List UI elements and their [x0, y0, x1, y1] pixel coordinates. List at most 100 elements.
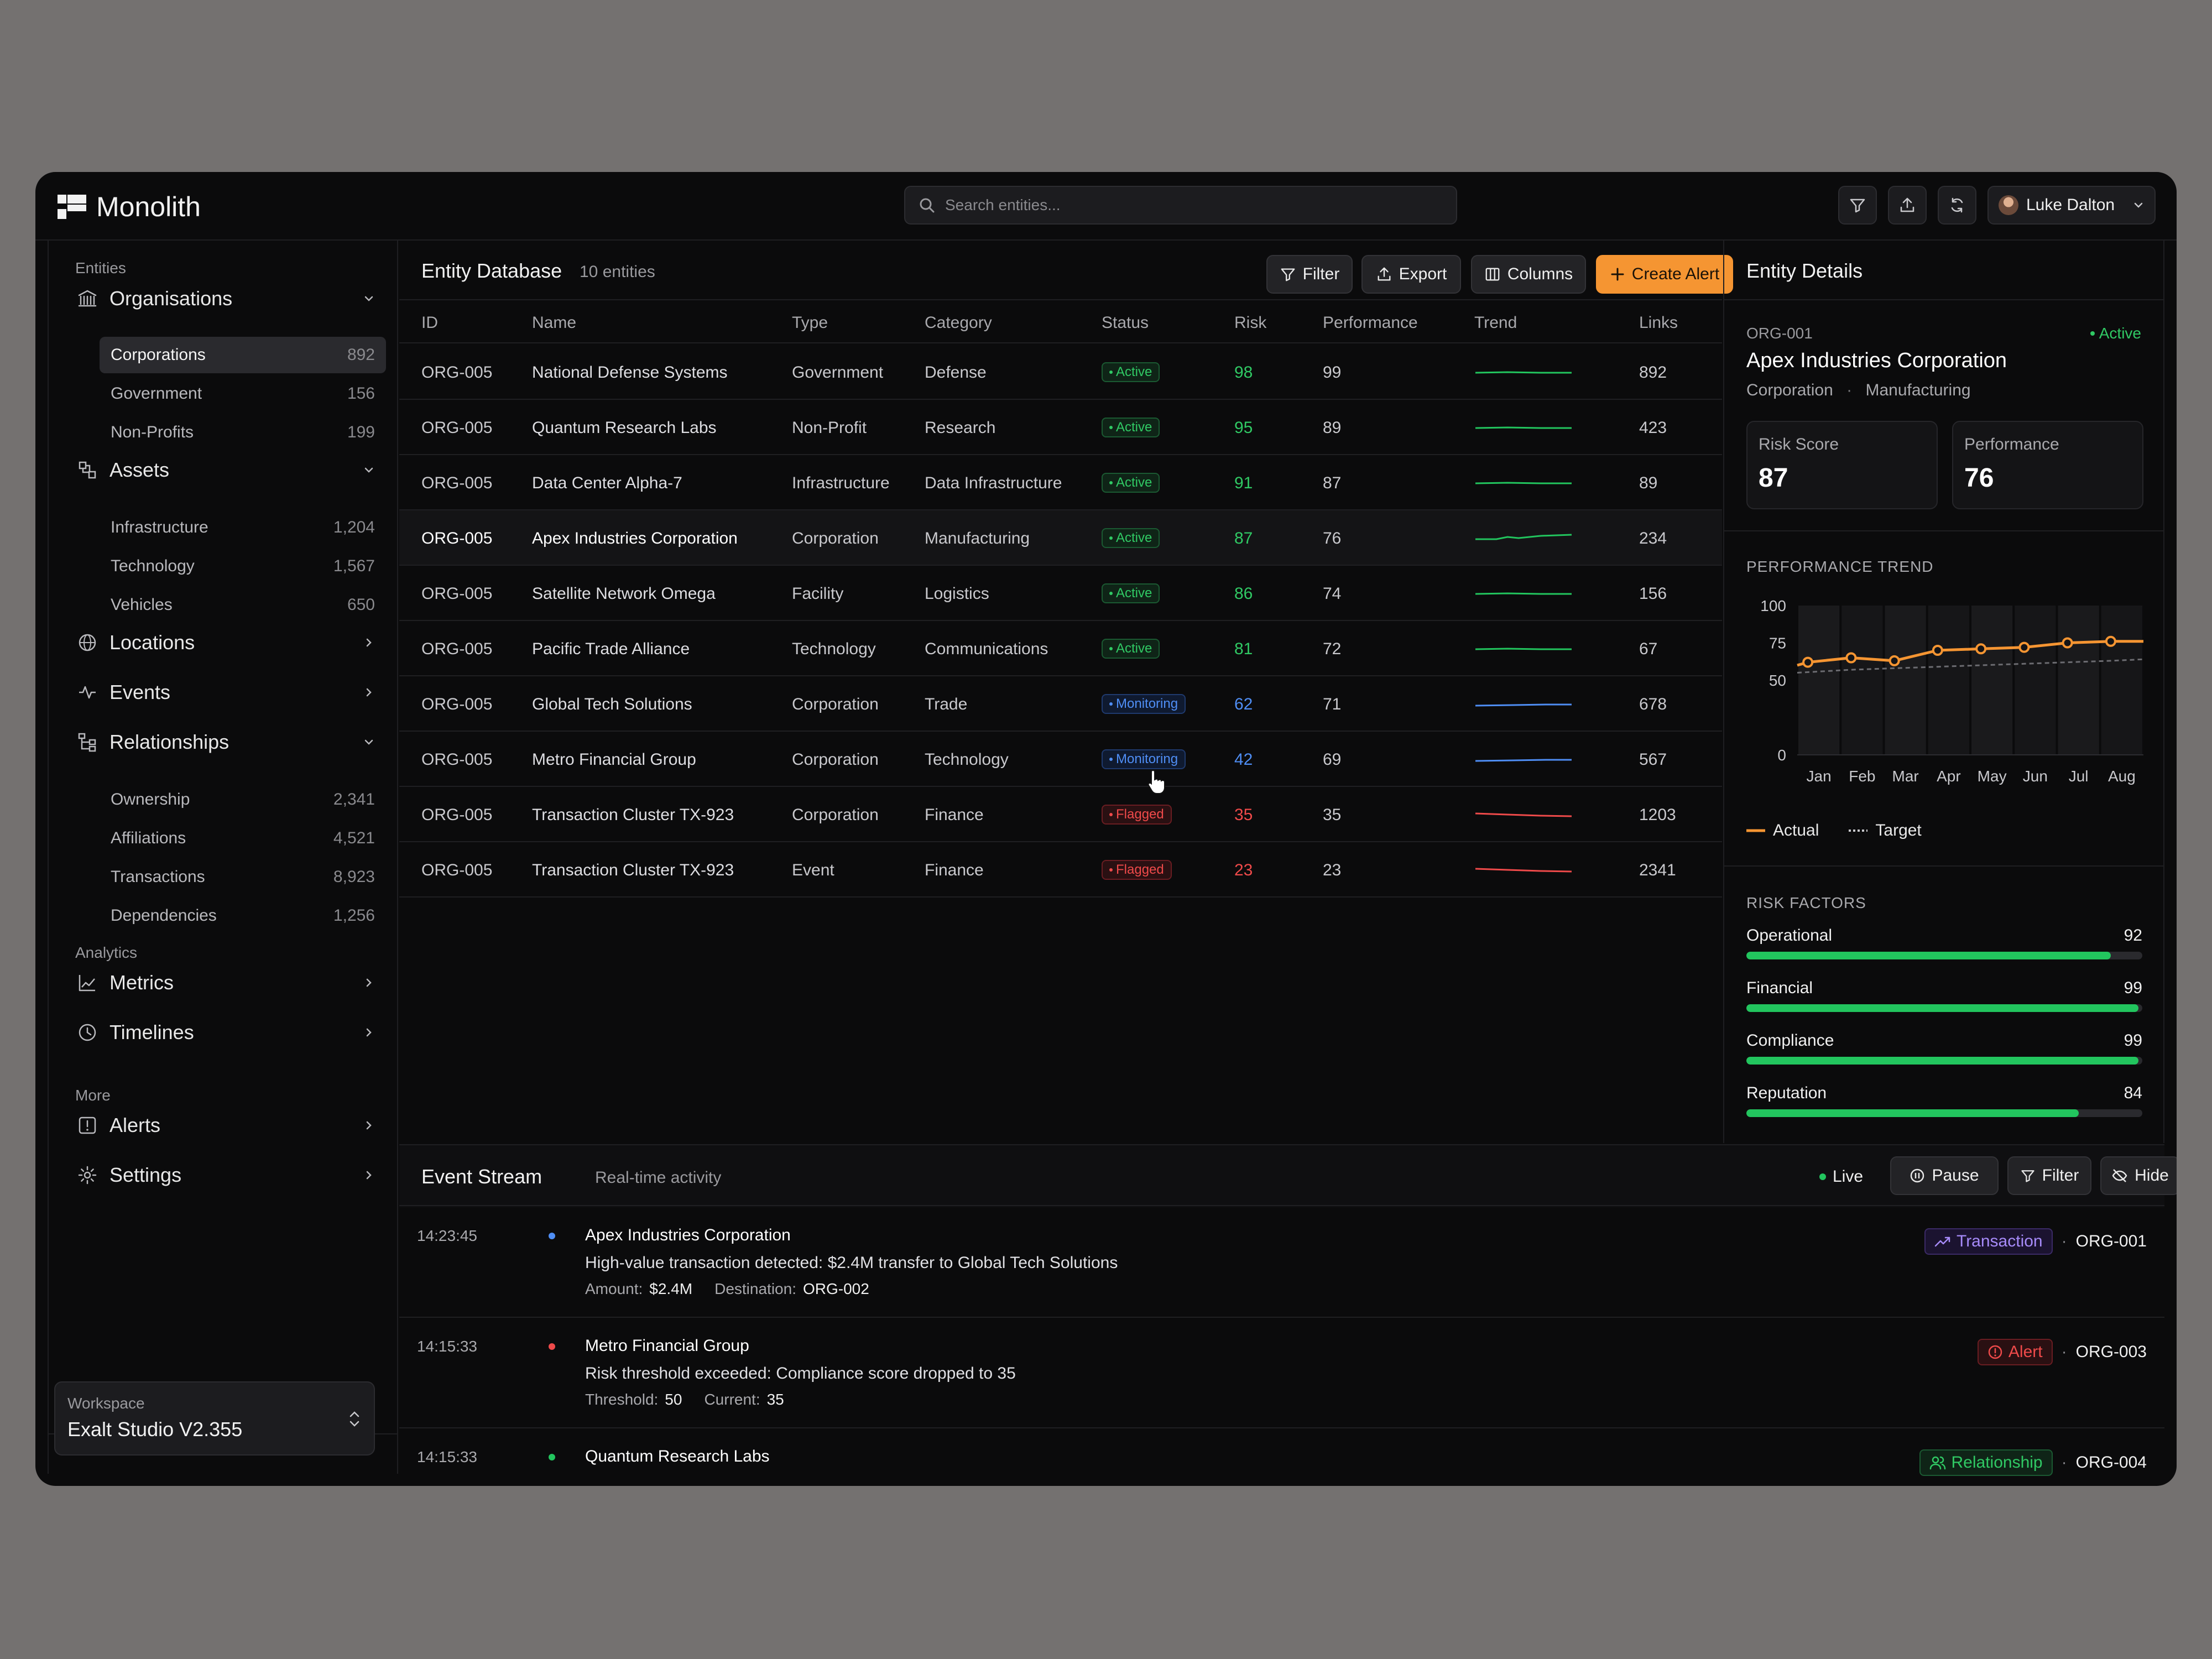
column-header-performance[interactable]: Performance [1323, 314, 1418, 332]
sub-label: Corporations [111, 346, 206, 364]
nav-alerts[interactable]: Alerts [62, 1106, 388, 1145]
user-name: Luke Dalton [2026, 196, 2115, 214]
event-entity[interactable]: Apex Industries Corporation [585, 1226, 791, 1244]
cell-performance: 35 [1323, 806, 1342, 824]
table-row[interactable]: ORG-005 Quantum Research Labs Non-Profit Re… [399, 400, 1722, 455]
event-org-id[interactable]: ORG-004 [2075, 1453, 2147, 1472]
event-details: Threshold: 50 Current: 35 [585, 1391, 800, 1408]
nav-events[interactable]: Events [62, 673, 388, 712]
risk-factor-value: 84 [2124, 1084, 2142, 1102]
actual-data-point [1975, 643, 1987, 655]
export-button[interactable]: Export [1361, 255, 1461, 294]
sidebar-item-dependencies[interactable]: Dependencies 1,256 [100, 898, 386, 934]
column-header-trend[interactable]: Trend [1474, 314, 1517, 332]
column-header-risk[interactable]: Risk [1234, 314, 1267, 332]
table-row[interactable]: ORG-005 Metro Financial Group Corporation T… [399, 732, 1722, 787]
sidebar-item-non-profits[interactable]: Non-Profits 199 [100, 414, 386, 451]
sidebar-item-government[interactable]: Government 156 [100, 375, 386, 412]
status-label: Active [1116, 364, 1152, 379]
event-entity[interactable]: Metro Financial Group [585, 1337, 749, 1355]
legend-target: Target [1875, 821, 1922, 839]
risk-factor-label: Operational [1746, 926, 1833, 945]
column-header-status[interactable]: Status [1102, 314, 1149, 332]
cell-links: 678 [1639, 695, 1667, 713]
table-row[interactable]: ORG-005 Data Center Alpha-7 Infrastructure… [399, 455, 1722, 510]
event-entity[interactable]: Quantum Research Labs [585, 1447, 770, 1465]
sidebar-item-ownership[interactable]: Ownership 2,341 [100, 781, 386, 818]
cell-category: Data Infrastructure [925, 474, 1062, 492]
sidebar-item-corporations[interactable]: Corporations 892 [100, 337, 386, 373]
nav-relationships[interactable]: Relationships [62, 723, 388, 761]
transaction-tag[interactable]: Transaction [1924, 1228, 2053, 1255]
risk-factor-fill [1746, 1057, 2138, 1065]
nav-timelines[interactable]: Timelines [62, 1013, 388, 1052]
cell-id: ORG-005 [421, 529, 493, 547]
workspace-switcher[interactable]: Workspace Exalt Studio V2.355 [54, 1381, 375, 1455]
table-row[interactable]: ORG-005 Pacific Trade Alliance Technology C… [399, 621, 1722, 676]
nav-organisations[interactable]: Organisations [62, 279, 388, 318]
nav-metrics[interactable]: Metrics [62, 963, 388, 1002]
cell-links: 2341 [1639, 861, 1676, 879]
live-dot [1819, 1173, 1826, 1180]
sidebar-item-affiliations[interactable]: Affiliations 4,521 [100, 820, 386, 857]
search-input[interactable] [945, 196, 1432, 214]
nav-settings[interactable]: Settings [62, 1156, 388, 1194]
risk-score-card: Risk Score 87 [1746, 421, 1938, 509]
status-dot [2090, 331, 2095, 336]
pause-button[interactable]: Pause [1890, 1156, 1999, 1195]
sidebar-item-technology[interactable]: Technology 1,567 [100, 548, 386, 585]
create-alert-button[interactable]: Create Alert [1596, 255, 1733, 294]
user-menu[interactable]: Luke Dalton [1987, 186, 2156, 225]
sidebar-item-transactions[interactable]: Transactions 8,923 [100, 859, 386, 895]
hierarchy-icon [77, 732, 97, 752]
nav-assets[interactable]: Assets [62, 451, 388, 489]
upload-toolbar-button[interactable] [1888, 186, 1927, 225]
table-row[interactable]: ORG-005 Apex Industries Corporation Corpor… [399, 510, 1722, 566]
cell-links: 423 [1639, 419, 1667, 437]
status-dot [1109, 647, 1113, 650]
event-org-id[interactable]: ORG-001 [2075, 1232, 2147, 1250]
upload-icon [1376, 266, 1392, 283]
risk-factor-value: 99 [2124, 979, 2142, 997]
event-dot [549, 1233, 555, 1239]
cell-risk: 98 [1234, 363, 1253, 382]
column-header-type[interactable]: Type [792, 314, 828, 332]
sidebar-item-infrastructure[interactable]: Infrastructure 1,204 [100, 509, 386, 546]
table-row[interactable]: ORG-005 Satellite Network Omega Facility Lo… [399, 566, 1722, 621]
alert-tag[interactable]: Alert [1977, 1339, 2053, 1365]
cell-id: ORG-005 [421, 750, 493, 769]
event-filter-button[interactable]: Filter [2007, 1156, 2091, 1195]
search-box[interactable] [904, 186, 1457, 225]
table-row[interactable]: ORG-005 Global Tech Solutions Corporation T… [399, 676, 1722, 732]
filter-toolbar-button[interactable] [1838, 186, 1877, 225]
event-org-id[interactable]: ORG-003 [2075, 1343, 2147, 1361]
column-header-id[interactable]: ID [421, 314, 438, 332]
sub-label: Transactions [111, 868, 205, 886]
hide-button[interactable]: Hide [2100, 1156, 2177, 1195]
column-header-category[interactable]: Category [925, 314, 992, 332]
gear-icon [77, 1165, 97, 1185]
table-row[interactable]: ORG-005 Transaction Cluster TX-923 Corpora… [399, 787, 1722, 842]
column-header-name[interactable]: Name [532, 314, 577, 332]
brand[interactable]: Monolith [58, 191, 201, 223]
refresh-toolbar-button[interactable] [1938, 186, 1976, 225]
trend-sparkline [1475, 759, 1572, 762]
filter-button[interactable]: Filter [1266, 255, 1353, 294]
table-row[interactable]: ORG-005 National Defense Systems Governmen… [399, 345, 1722, 400]
table-row[interactable]: ORG-005 Transaction Cluster TX-923 Event Fi… [399, 842, 1722, 898]
event-item[interactable]: 14:15:33 Quantum Research Labs Relations… [399, 1428, 2164, 1476]
sidebar-item-vehicles[interactable]: Vehicles 650 [100, 587, 386, 623]
relationship-tag[interactable]: Relationship [1919, 1449, 2053, 1476]
table-column-headers: ID Name Type Category Status Risk Perfor… [399, 300, 1722, 343]
users-icon [1929, 1455, 1946, 1470]
entity-details-panel: Entity Details ORG-001 Active Apex Indus… [1723, 241, 2164, 1143]
column-header-links[interactable]: Links [1639, 314, 1678, 332]
status-badge: Active [1102, 639, 1160, 659]
details-type: Corporation [1746, 381, 1833, 399]
event-item[interactable]: 14:23:45 Apex Industries Corporation Hig… [399, 1207, 2164, 1318]
nav-locations[interactable]: Locations [62, 623, 388, 662]
button-label: Columns [1507, 265, 1573, 283]
columns-button[interactable]: Columns [1471, 255, 1586, 294]
event-item[interactable]: 14:15:33 Metro Financial Group Risk thre… [399, 1318, 2164, 1428]
detail-label: Current: [704, 1391, 760, 1408]
